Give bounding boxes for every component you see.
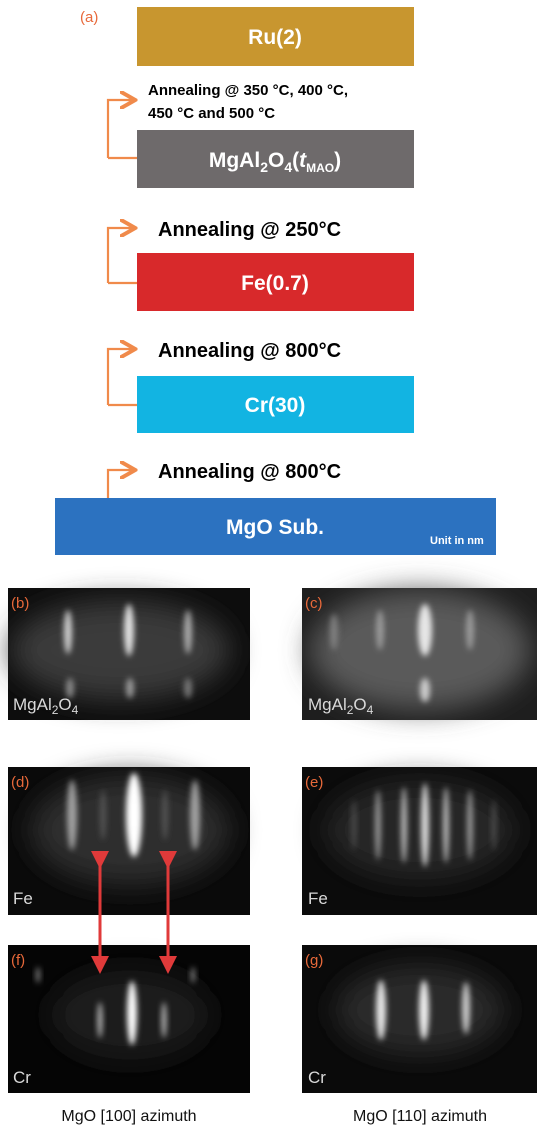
streak xyxy=(443,787,449,863)
rheed-panel xyxy=(8,945,250,1093)
streak xyxy=(376,610,384,650)
annealing-text: Annealing @ 250°C xyxy=(158,219,341,241)
text-part: O xyxy=(353,695,366,714)
streak xyxy=(127,981,137,1045)
figure: (a) Ru(2) Annealing @ 350 °C, 400 °C, 45… xyxy=(0,0,537,1133)
bracket-arrow xyxy=(108,470,133,498)
streak xyxy=(376,980,386,1040)
text-part: ( xyxy=(292,149,299,172)
layer-label: Cr(30) xyxy=(245,394,306,417)
diffuse-glow xyxy=(10,600,230,700)
subscript: MAO xyxy=(306,161,334,175)
streak xyxy=(36,967,40,983)
streak xyxy=(162,790,168,840)
streak xyxy=(126,678,134,698)
streak xyxy=(421,783,429,867)
bracket-arrow xyxy=(108,228,133,283)
text-part: MgAl xyxy=(13,695,52,714)
subscript: 4 xyxy=(367,703,374,717)
material-label: Cr xyxy=(13,1068,31,1087)
panel-label: (d) xyxy=(11,774,29,791)
panel-label: (a) xyxy=(80,9,98,26)
rheed-panel xyxy=(8,767,250,915)
streak xyxy=(492,800,496,850)
rheed-panel xyxy=(302,767,537,915)
streak xyxy=(162,1002,167,1038)
caption: MgO [100] azimuth xyxy=(61,1108,196,1125)
streak xyxy=(191,967,195,983)
streak xyxy=(419,980,429,1040)
streak xyxy=(126,773,142,857)
panel-label: (f) xyxy=(11,952,25,969)
streak xyxy=(420,678,430,702)
streak xyxy=(330,614,338,650)
annealing-text: Annealing @ 350 °C, 400 °C, xyxy=(148,82,348,99)
rheed-panel xyxy=(302,945,537,1093)
streak xyxy=(190,780,200,850)
streak xyxy=(184,610,192,654)
page: {"panel_a": { "label": "(a)", "layers": … xyxy=(0,0,537,1133)
text-part: MgAl xyxy=(209,149,260,172)
streak xyxy=(462,982,470,1034)
bracket-arrow xyxy=(108,349,133,405)
streak xyxy=(466,610,474,650)
subscript: 2 xyxy=(260,159,268,175)
material-label: MgAl2O4 xyxy=(13,695,79,717)
bracket-arrow xyxy=(108,100,133,158)
streak xyxy=(418,604,432,656)
layer-label: MgO Sub. xyxy=(226,516,324,539)
subscript: 4 xyxy=(72,703,79,717)
panel-label: (e) xyxy=(305,774,323,791)
text-part: O xyxy=(58,695,71,714)
streak xyxy=(98,1002,103,1038)
text-part: O xyxy=(268,149,284,172)
unit-note: Unit in nm xyxy=(430,535,484,547)
annealing-text: Annealing @ 800°C xyxy=(158,340,341,362)
subscript: 4 xyxy=(284,159,292,175)
streak xyxy=(401,787,407,863)
layer-label: Ru(2) xyxy=(248,26,302,49)
text-part: ) xyxy=(334,149,341,172)
streak xyxy=(375,790,381,860)
text-part: MgAl xyxy=(308,695,347,714)
layer-label: Fe(0.7) xyxy=(241,272,309,295)
caption: MgO [110] azimuth xyxy=(353,1108,487,1125)
material-label: Fe xyxy=(308,889,328,908)
material-label: Cr xyxy=(308,1068,326,1087)
panel-label: (g) xyxy=(305,952,323,969)
annealing-text: Annealing @ 800°C xyxy=(158,461,341,483)
panel-label: (b) xyxy=(11,595,29,612)
panel-label: (c) xyxy=(305,595,323,612)
annealing-text: 450 °C and 500 °C xyxy=(148,105,275,122)
streak xyxy=(467,790,473,860)
streak xyxy=(352,800,356,850)
streak xyxy=(64,610,72,654)
streak xyxy=(184,678,192,698)
material-label: MgAl2O4 xyxy=(308,695,374,717)
streak xyxy=(124,604,134,656)
diffuse-glow xyxy=(310,590,530,710)
streak xyxy=(100,790,106,840)
material-label: Fe xyxy=(13,889,33,908)
streak xyxy=(67,780,77,850)
